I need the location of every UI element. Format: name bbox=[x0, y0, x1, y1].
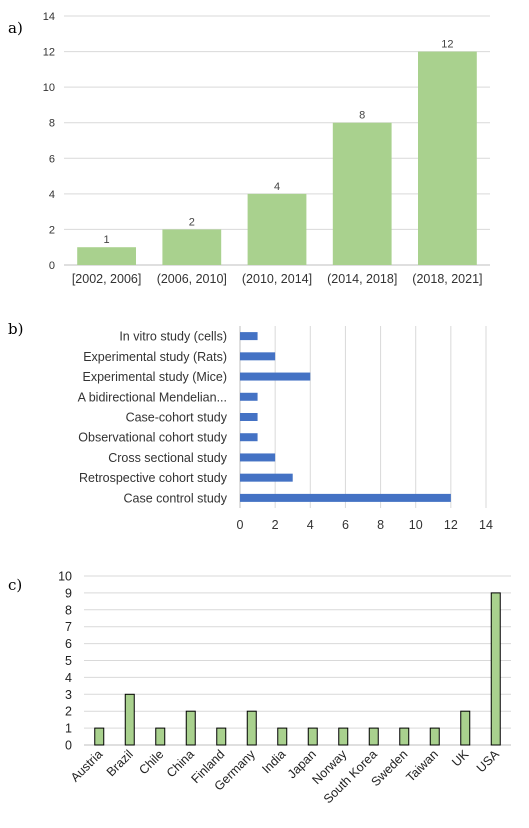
x-tick-label: India bbox=[259, 747, 288, 776]
data-label: 4 bbox=[274, 181, 280, 193]
x-tick-label: (2014, 2018] bbox=[327, 272, 397, 286]
y-tick-label: 6 bbox=[65, 637, 72, 651]
bar bbox=[332, 122, 392, 265]
y-tick-label: Retrospective cohort study bbox=[79, 471, 228, 485]
panel-c-label: c) bbox=[8, 576, 22, 594]
bar bbox=[240, 493, 451, 502]
x-tick-label: (2006, 2010] bbox=[157, 272, 227, 286]
y-tick-label: 10 bbox=[43, 82, 55, 94]
bar bbox=[240, 433, 258, 442]
y-tick-label: Case control study bbox=[123, 491, 227, 505]
bar bbox=[240, 473, 293, 482]
y-tick-label: 4 bbox=[49, 189, 55, 201]
bar bbox=[240, 332, 258, 341]
bar bbox=[77, 247, 136, 265]
bar bbox=[240, 352, 276, 361]
bar bbox=[216, 727, 227, 746]
y-tick-label: 3 bbox=[65, 688, 72, 702]
bar bbox=[155, 727, 166, 746]
bar bbox=[185, 710, 196, 746]
panel-b-label: b) bbox=[8, 320, 23, 338]
bar bbox=[240, 392, 258, 401]
y-tick-label: 8 bbox=[49, 118, 55, 130]
bar bbox=[162, 229, 222, 265]
y-tick-label: 7 bbox=[65, 620, 72, 634]
bar bbox=[307, 727, 318, 746]
x-tick-label: 0 bbox=[237, 518, 244, 532]
bar bbox=[368, 727, 379, 746]
y-tick-label: Experimental study (Mice) bbox=[83, 370, 228, 384]
y-tick-label: Case-cohort study bbox=[126, 411, 228, 425]
x-tick-label: 8 bbox=[377, 518, 384, 532]
x-tick-label: 4 bbox=[307, 518, 314, 532]
y-tick-label: In vitro study (cells) bbox=[119, 330, 227, 344]
x-tick-label: 6 bbox=[342, 518, 349, 532]
chart-b: 0 2 4 6 8 10 12 14 In vitro study (cells) Experim… bbox=[78, 326, 493, 532]
bar bbox=[240, 372, 311, 381]
x-tick-label: (2018, 2021] bbox=[412, 272, 482, 286]
x-tick-label: USA bbox=[474, 747, 503, 776]
bar bbox=[418, 51, 477, 266]
data-label: 1 bbox=[104, 234, 110, 246]
x-tick-label: 12 bbox=[444, 518, 458, 532]
y-tick-label: 12 bbox=[43, 47, 55, 59]
bar bbox=[94, 727, 105, 746]
bar bbox=[240, 453, 276, 462]
x-tick-label: [2002, 2006] bbox=[72, 272, 142, 286]
y-tick-label: 6 bbox=[49, 153, 55, 165]
y-tick-label: 1 bbox=[65, 722, 72, 736]
y-tick-label: 0 bbox=[65, 739, 72, 753]
bar bbox=[246, 710, 257, 746]
y-tick-label: 5 bbox=[65, 654, 72, 668]
data-label: 12 bbox=[441, 39, 453, 51]
y-tick-label: 4 bbox=[65, 671, 72, 685]
chart-a: 0 2 4 6 8 10 12 14 1 [2002, 2006] 2 (2006, 2010] 4 (2… bbox=[43, 11, 490, 286]
bar bbox=[429, 727, 440, 746]
bar bbox=[338, 727, 349, 746]
y-tick-label: 8 bbox=[65, 603, 72, 617]
x-tick-label: Austria bbox=[68, 747, 105, 784]
y-tick-label: A bidirectional Mendelian... bbox=[78, 390, 227, 404]
bar bbox=[240, 413, 258, 421]
y-tick-label: Observational cohort study bbox=[78, 431, 227, 445]
y-tick-label: 14 bbox=[43, 11, 55, 23]
x-tick-label: Chile bbox=[136, 747, 166, 777]
bar bbox=[490, 592, 501, 746]
x-tick-label: Taiwan bbox=[403, 747, 440, 784]
bar bbox=[460, 710, 471, 746]
y-tick-label: Experimental study (Rats) bbox=[83, 350, 227, 364]
x-tick-label: UK bbox=[449, 747, 472, 770]
panel-a-label: a) bbox=[8, 19, 23, 37]
y-tick-label: 10 bbox=[58, 570, 72, 584]
y-tick-label: 0 bbox=[49, 260, 55, 272]
x-tick-label: 10 bbox=[409, 518, 423, 532]
y-tick-label: Cross sectional study bbox=[108, 451, 228, 465]
y-tick-label: 2 bbox=[49, 224, 55, 236]
data-label: 8 bbox=[359, 110, 365, 122]
bar bbox=[399, 727, 410, 746]
x-tick-label: Brazil bbox=[104, 747, 136, 779]
x-tick-label: 2 bbox=[272, 518, 279, 532]
data-label: 2 bbox=[189, 216, 195, 228]
x-tick-label: (2010, 2014] bbox=[242, 272, 312, 286]
y-tick-label: 9 bbox=[65, 586, 72, 600]
bar bbox=[124, 693, 135, 746]
bar bbox=[247, 193, 307, 265]
bar bbox=[277, 727, 288, 746]
y-tick-label: 2 bbox=[65, 705, 72, 719]
x-tick-label: 14 bbox=[479, 518, 493, 532]
